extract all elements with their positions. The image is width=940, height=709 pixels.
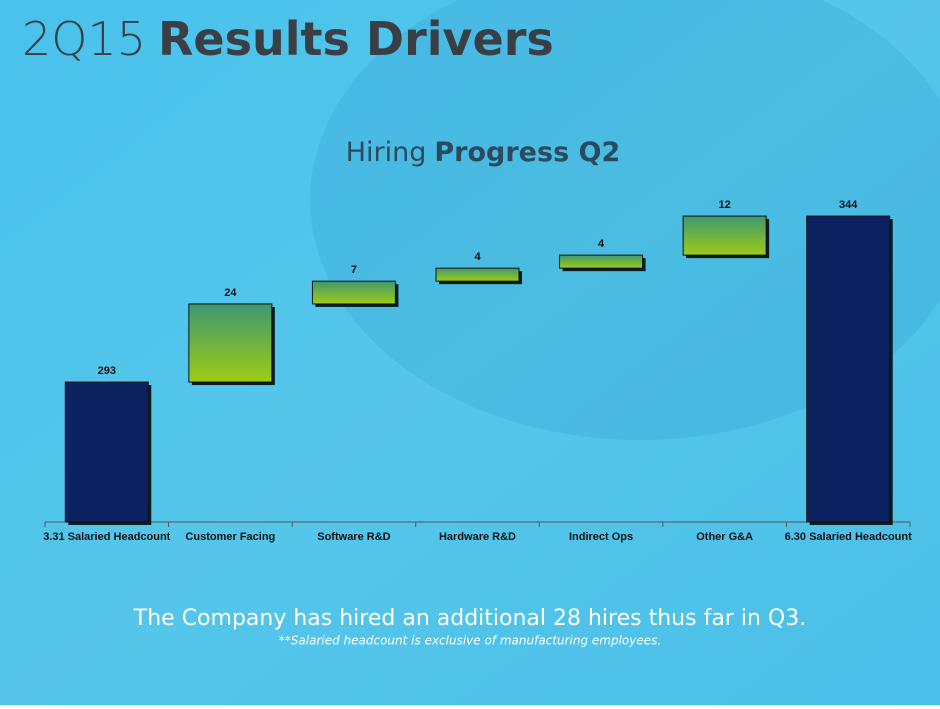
x-tick-label: Customer Facing (185, 531, 275, 543)
increase-bar (311, 280, 396, 305)
x-tick-label: Hardware R&D (439, 531, 516, 543)
value-label: 4 (598, 238, 605, 250)
value-label: 24 (224, 287, 237, 299)
x-tick-label: Indirect Ops (569, 531, 633, 543)
value-label: 12 (719, 199, 731, 211)
total-bar (806, 215, 891, 523)
slide-title: 2Q15 Results Drivers (22, 12, 554, 66)
increase-bar (435, 267, 520, 282)
footer-note: **Salaried headcount is exclusive of man… (279, 634, 661, 648)
x-tick-label: Other G&A (696, 531, 753, 543)
x-tick-label: 6.30 Salaried Headcount (785, 531, 912, 543)
increase-bar (188, 303, 273, 383)
increase-bar (559, 254, 644, 269)
subtitle-light: Hiring (346, 137, 427, 168)
x-tick-label: 3.31 Salaried Headcount (43, 531, 170, 543)
subtitle-bold: Progress Q2 (434, 137, 620, 168)
total-bar (64, 381, 149, 523)
footer-text: The Company has hired an additional 28 h… (133, 606, 806, 631)
value-label: 293 (98, 365, 116, 377)
increase-bar (682, 215, 767, 256)
value-label: 344 (839, 199, 858, 211)
plot: 293 3.31 Salaried Headcount 24 Customer Fac… (43, 199, 912, 543)
title-light: 2Q15 (22, 12, 146, 66)
title-bold: Results Drivers (158, 12, 554, 66)
value-label: 4 (474, 251, 481, 263)
background-photo (310, 0, 940, 440)
x-tick-label: Software R&D (317, 531, 390, 543)
value-label: 7 (351, 264, 357, 276)
chart-subtitle: Hiring Progress Q2 (346, 137, 621, 168)
